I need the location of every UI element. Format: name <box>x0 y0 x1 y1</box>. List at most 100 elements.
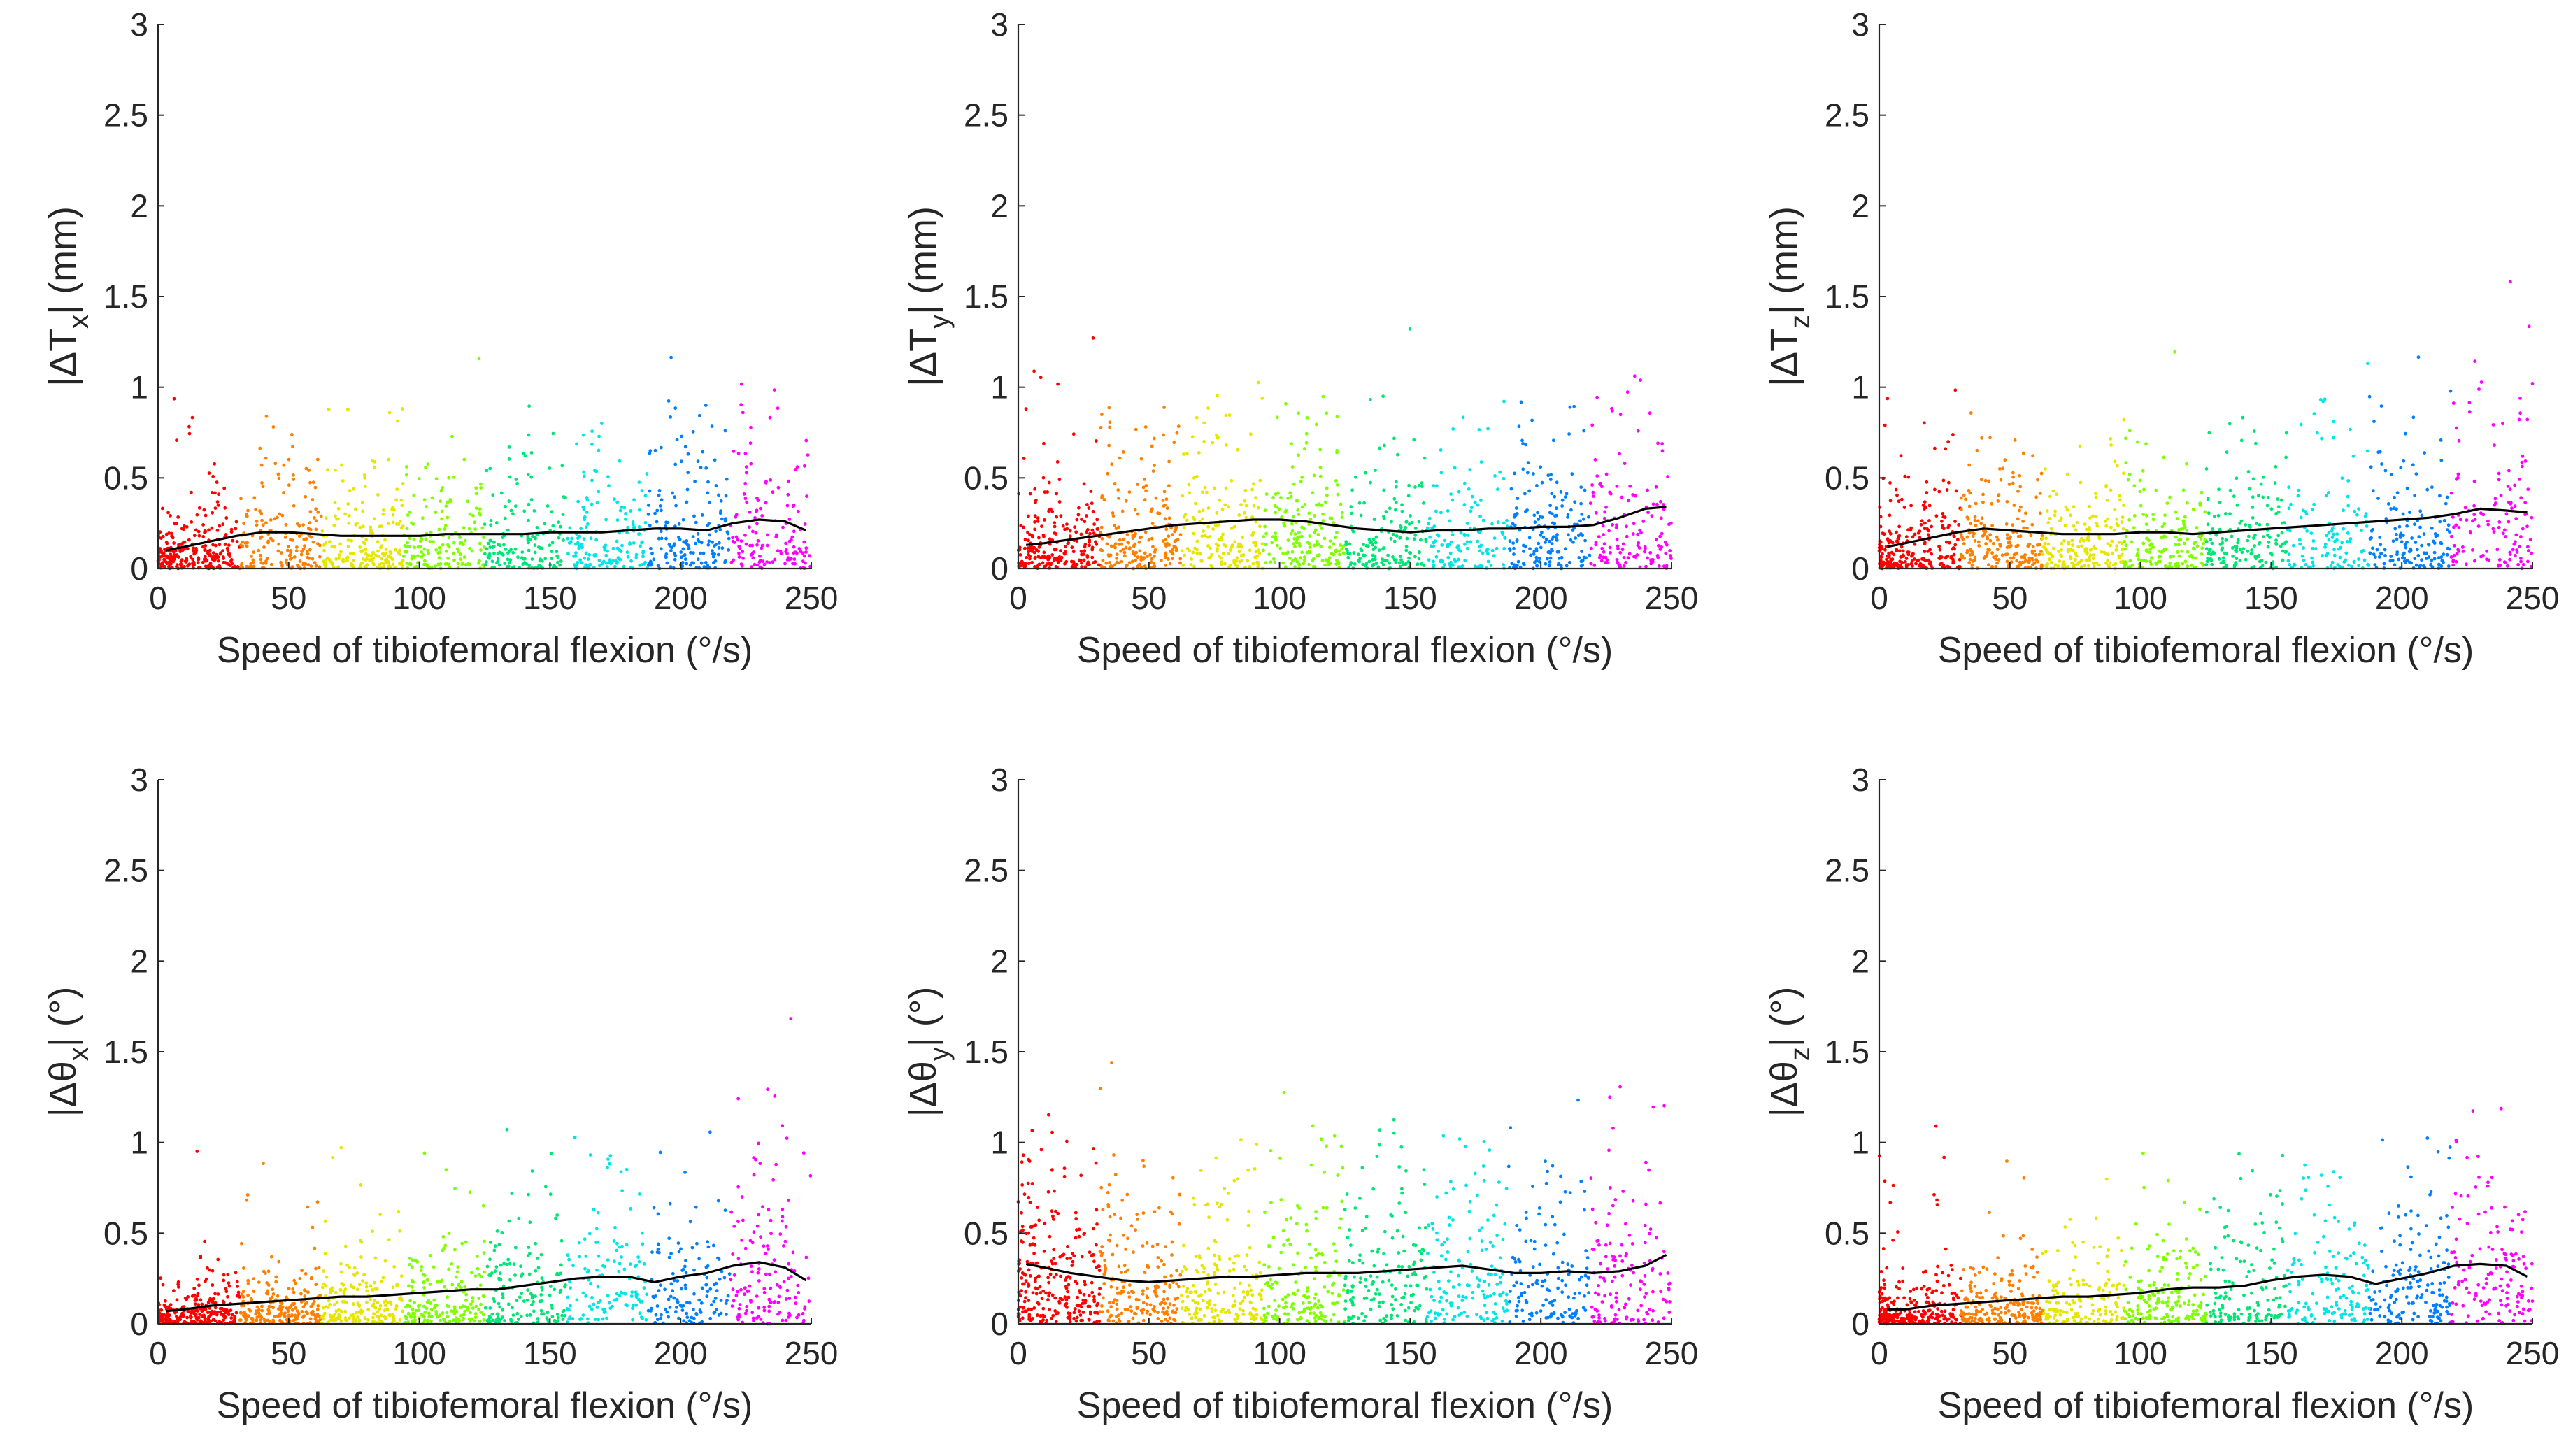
scatter-point <box>1539 465 1543 469</box>
scatter-point <box>656 564 660 568</box>
scatter-point <box>2018 505 2023 509</box>
scatter-point <box>391 1318 395 1322</box>
scatter-point <box>1275 415 1279 420</box>
scatter-point <box>1028 492 1032 496</box>
scatter-point <box>1988 533 1993 537</box>
scatter-point <box>1485 549 1489 553</box>
scatter-point <box>1469 506 1474 510</box>
scatter-point <box>1374 562 1378 565</box>
scatter-point <box>1128 546 1132 550</box>
scatter-point <box>2044 536 2048 541</box>
scatter-point <box>2009 535 2012 539</box>
scatter-point <box>387 555 391 559</box>
scatter-point <box>2141 541 2146 545</box>
scatter-point <box>1945 488 1949 492</box>
scatter-point <box>412 537 416 541</box>
scatter-point <box>611 546 615 550</box>
scatter-point <box>706 491 710 495</box>
scatter-point <box>1246 559 1249 563</box>
scatter-point <box>762 1287 767 1291</box>
scatter-point <box>1521 562 1525 566</box>
scatter-point <box>779 552 783 555</box>
scatter-point <box>1521 442 1525 445</box>
scatter-point <box>292 473 295 477</box>
scatter-point <box>345 559 349 563</box>
scatter-point <box>218 543 222 547</box>
scatter-point <box>2122 471 2125 476</box>
scatter-point <box>1616 544 1620 548</box>
scatter-point <box>1260 542 1264 545</box>
scatter-point <box>1924 559 1927 563</box>
scatter-point <box>1111 511 1115 515</box>
scatter-point <box>1192 564 1196 569</box>
scatter-points <box>1016 327 1673 571</box>
scatter-point <box>2497 478 2501 482</box>
scatter-point <box>355 1271 359 1275</box>
scatter-point <box>2138 478 2142 483</box>
scatter-point <box>711 555 715 559</box>
scatter-point <box>458 536 462 539</box>
scatter-point <box>417 477 421 480</box>
scatter-point <box>341 479 345 483</box>
scatter-point <box>755 522 759 526</box>
scatter-point <box>1224 486 1228 490</box>
scatter-point <box>664 552 669 556</box>
scatter-point <box>760 546 764 550</box>
scatter-point <box>1496 520 1500 524</box>
scatter-point <box>1134 550 1138 555</box>
scatter-point <box>1928 548 1932 552</box>
scatter-point <box>1201 508 1205 513</box>
scatter-point <box>278 512 282 516</box>
scatter-point <box>1967 561 1972 565</box>
scatter-point <box>2080 544 2083 548</box>
scatter-point <box>2031 563 2034 566</box>
scatter-point <box>2123 547 2127 551</box>
scatter-point <box>507 457 511 461</box>
scatter-point <box>1027 538 1030 543</box>
scatter-point <box>2302 546 2306 550</box>
scatter-point <box>403 543 407 548</box>
scatter-point <box>1057 478 1062 482</box>
scatter-point <box>1048 537 1052 541</box>
scatter-point <box>1668 554 1672 557</box>
scatter-point <box>2369 536 2374 540</box>
scatter-point <box>1144 484 1148 487</box>
y-tick-label: 2.5 <box>964 97 1008 134</box>
scatter-point <box>1305 550 1309 555</box>
scatter-point <box>701 450 705 454</box>
scatter-point <box>434 511 438 515</box>
scatter-point <box>169 514 172 518</box>
scatter-point <box>1071 550 1076 554</box>
scatter-point <box>1413 485 1417 489</box>
scatter-point <box>2503 528 2507 532</box>
scatter-point <box>1988 436 1992 440</box>
scatter-point <box>487 554 492 558</box>
scatter-point <box>475 1255 479 1258</box>
scatter-point <box>166 1311 170 1315</box>
scatter-point <box>1413 555 1417 559</box>
scatter-point <box>782 1280 786 1284</box>
scatter-point <box>236 565 240 569</box>
scatter-point <box>790 535 794 539</box>
scatter-point <box>585 511 589 514</box>
scatter-point <box>1328 561 1332 565</box>
scatter-point <box>1967 463 1972 467</box>
scatter-point <box>696 459 700 464</box>
scatter-point <box>2004 522 2009 526</box>
scatter-point <box>526 1288 529 1292</box>
scatter-point <box>1626 556 1630 560</box>
scatter-point <box>1570 472 1574 476</box>
scatter-point <box>2404 545 2408 550</box>
scatter-point <box>204 513 208 518</box>
scatter-point <box>576 499 580 504</box>
scatter-point <box>2224 538 2228 542</box>
scatter-point <box>2088 504 2092 508</box>
scatter-point <box>1345 543 1349 546</box>
scatter-point <box>1895 562 1900 566</box>
scatter-point <box>1437 550 1441 553</box>
scatter-point <box>1315 539 1319 543</box>
scatter-point <box>458 541 462 545</box>
scatter-point <box>2041 552 2045 557</box>
scatter-point <box>618 1294 622 1297</box>
scatter-point <box>2151 545 2155 549</box>
